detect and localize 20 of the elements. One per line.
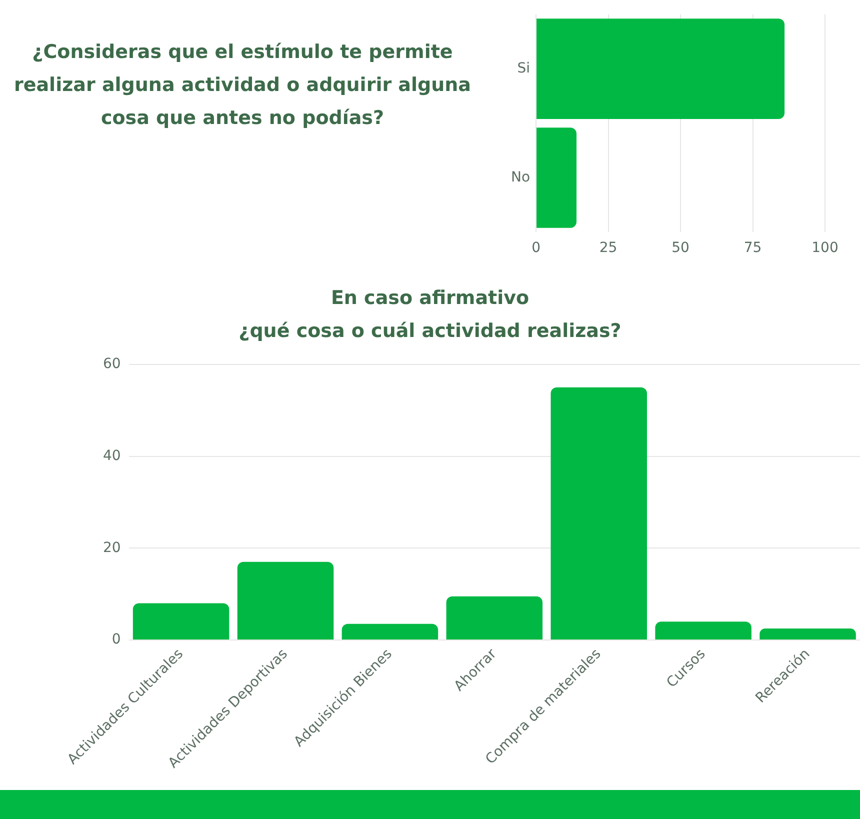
bar bbox=[760, 628, 856, 640]
chart-title: En caso afirmativo ¿qué cosa o cuál actividad realizas? bbox=[238, 286, 622, 344]
y-tick-label: 60 bbox=[102, 356, 121, 372]
bar bbox=[132, 603, 230, 640]
y-tick-label: No bbox=[510, 169, 530, 186]
bar bbox=[342, 624, 438, 640]
x-tick-label: 100 bbox=[812, 240, 838, 256]
y-tick-label: 20 bbox=[102, 540, 121, 556]
bar bbox=[550, 387, 647, 640]
text: ¿Consideras que el estímulo te permite realizar alguna actividad o adquirir alguna cosa que antes no podías? bbox=[12, 40, 472, 131]
x-tick-label: 25 bbox=[599, 240, 618, 256]
x-tick-label: 75 bbox=[744, 240, 762, 256]
bar bbox=[655, 622, 752, 640]
y-tick-label: 0 bbox=[112, 632, 121, 648]
y-tick-label: Si bbox=[517, 60, 530, 76]
x-tick-label: 50 bbox=[672, 240, 690, 256]
bar bbox=[237, 562, 334, 640]
bar bbox=[446, 596, 543, 640]
y-tick-label: 40 bbox=[102, 448, 121, 464]
x-tick-label: 0 bbox=[532, 240, 540, 256]
